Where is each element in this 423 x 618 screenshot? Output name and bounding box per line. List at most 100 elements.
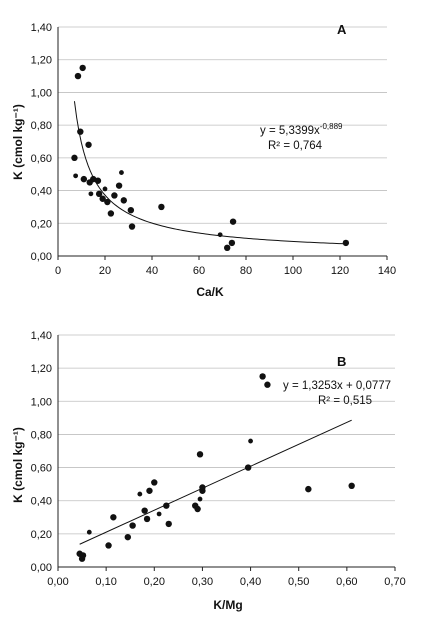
- y-axis-title: K (cmol kg⁻¹): [11, 104, 25, 180]
- data-point: [228, 239, 236, 247]
- y-tick-label: 0,40: [31, 186, 52, 198]
- data-point: [128, 223, 136, 230]
- data-point: [99, 195, 106, 202]
- data-point: [248, 438, 253, 444]
- r-squared: R² = 0,764: [268, 140, 323, 152]
- equation-base: y = 5,3399x: [260, 125, 320, 137]
- x-tick-label: 20: [99, 265, 111, 277]
- y-tick-label: 0,80: [31, 429, 52, 441]
- data-point: [79, 552, 87, 559]
- y-tick-label: 1,00: [31, 87, 52, 99]
- gridlines: [58, 334, 395, 535]
- data-point: [217, 232, 223, 238]
- data-point: [348, 482, 355, 489]
- data-point: [104, 198, 111, 206]
- x-tick-label: 140: [378, 265, 396, 277]
- data-point: [120, 197, 128, 204]
- y-tick-label: 0,60: [31, 153, 52, 165]
- y-tick-label: 0,40: [31, 496, 52, 508]
- data-point: [105, 542, 112, 549]
- x-tick-label: 80: [240, 265, 252, 277]
- data-point: [259, 373, 266, 380]
- data-point: [79, 64, 86, 72]
- data-point: [224, 244, 231, 252]
- gridlines: [58, 26, 387, 224]
- y-tick-label: 1,00: [31, 396, 52, 408]
- y-tick-label: 0,20: [31, 218, 52, 230]
- x-axis-title: Ca/K: [196, 285, 224, 299]
- data-point: [107, 210, 115, 217]
- data-points: [71, 64, 350, 252]
- panel-label: B: [337, 354, 346, 369]
- chart-panel-b: 0,00 0,20 0,40 0,60 0,80 1,00 1,20 1,40 0,00 0,10…: [11, 330, 406, 612]
- y-tick-label: 0,60: [31, 463, 52, 475]
- x-tick-label: 40: [146, 265, 158, 277]
- y-tick-label: 0,00: [31, 562, 52, 574]
- x-tick-label: 0,20: [144, 576, 165, 588]
- x-tick-label: 0,00: [47, 576, 68, 588]
- data-point: [197, 496, 203, 502]
- equation-exponent: -0,889: [320, 122, 343, 131]
- x-tick-label: 0,10: [95, 576, 116, 588]
- data-point: [127, 207, 135, 214]
- data-point: [143, 515, 151, 523]
- data-point: [194, 505, 201, 513]
- data-point: [146, 487, 153, 494]
- panel-label: A: [337, 22, 347, 37]
- data-point: [156, 511, 162, 517]
- regression-equation: y = 1,3253x + 0,0777: [283, 380, 391, 392]
- y-tick-label: 1,40: [31, 330, 52, 342]
- y-axis-title: K (cmol kg⁻¹): [11, 427, 25, 503]
- data-point: [163, 502, 170, 509]
- data-point: [88, 191, 94, 197]
- data-point: [73, 173, 79, 179]
- data-point: [86, 529, 92, 535]
- data-point: [115, 182, 123, 189]
- data-point: [85, 141, 92, 148]
- data-point: [111, 192, 118, 199]
- x-tick-label: 0,60: [336, 576, 357, 588]
- data-point: [141, 507, 148, 514]
- chart-panel-a: 0,00 0,20 0,40 0,60 0,80 1,00 1,20 1,40 0 20 40 60 8…: [11, 22, 396, 299]
- x-tick-label: 120: [331, 265, 349, 277]
- trendline: [73, 101, 346, 245]
- x-tick-label: 0,40: [240, 576, 261, 588]
- tick-labels: 0,00 0,20 0,40 0,60 0,80 1,00 1,20 1,40 0,00 0,10…: [31, 330, 406, 588]
- data-point: [264, 381, 271, 388]
- y-tick-label: 1,40: [31, 22, 52, 34]
- x-axis-title: K/Mg: [213, 598, 242, 612]
- data-points: [76, 373, 355, 562]
- y-tick-label: 0,00: [31, 251, 52, 263]
- y-tick-label: 1,20: [31, 55, 52, 67]
- data-point: [71, 154, 78, 162]
- data-point: [158, 203, 165, 211]
- data-point: [129, 522, 136, 529]
- data-point: [80, 175, 88, 183]
- data-point: [119, 170, 124, 175]
- data-point: [244, 464, 252, 471]
- data-point: [102, 186, 108, 192]
- data-point: [137, 491, 143, 497]
- data-point: [229, 218, 237, 225]
- y-tick-label: 0,20: [31, 529, 52, 541]
- data-point: [94, 177, 102, 184]
- trendline: [79, 419, 352, 545]
- data-point: [342, 239, 350, 247]
- data-point: [165, 520, 172, 528]
- x-tick-label: 0: [55, 265, 61, 277]
- data-point: [77, 128, 84, 135]
- data-point: [151, 479, 158, 486]
- y-tick-label: 0,80: [31, 120, 52, 132]
- data-point: [124, 533, 132, 541]
- data-point: [110, 514, 117, 521]
- x-tick-label: 60: [193, 265, 205, 277]
- data-point: [74, 72, 82, 80]
- x-tick-label: 100: [284, 265, 302, 277]
- y-tick-label: 1,20: [31, 363, 52, 375]
- data-point: [196, 451, 204, 458]
- data-point: [305, 485, 312, 493]
- x-tick-label: 0,70: [384, 576, 405, 588]
- regression-equation: y = 5,3399x-0,889: [260, 122, 343, 137]
- x-tick-label: 0,50: [288, 576, 309, 588]
